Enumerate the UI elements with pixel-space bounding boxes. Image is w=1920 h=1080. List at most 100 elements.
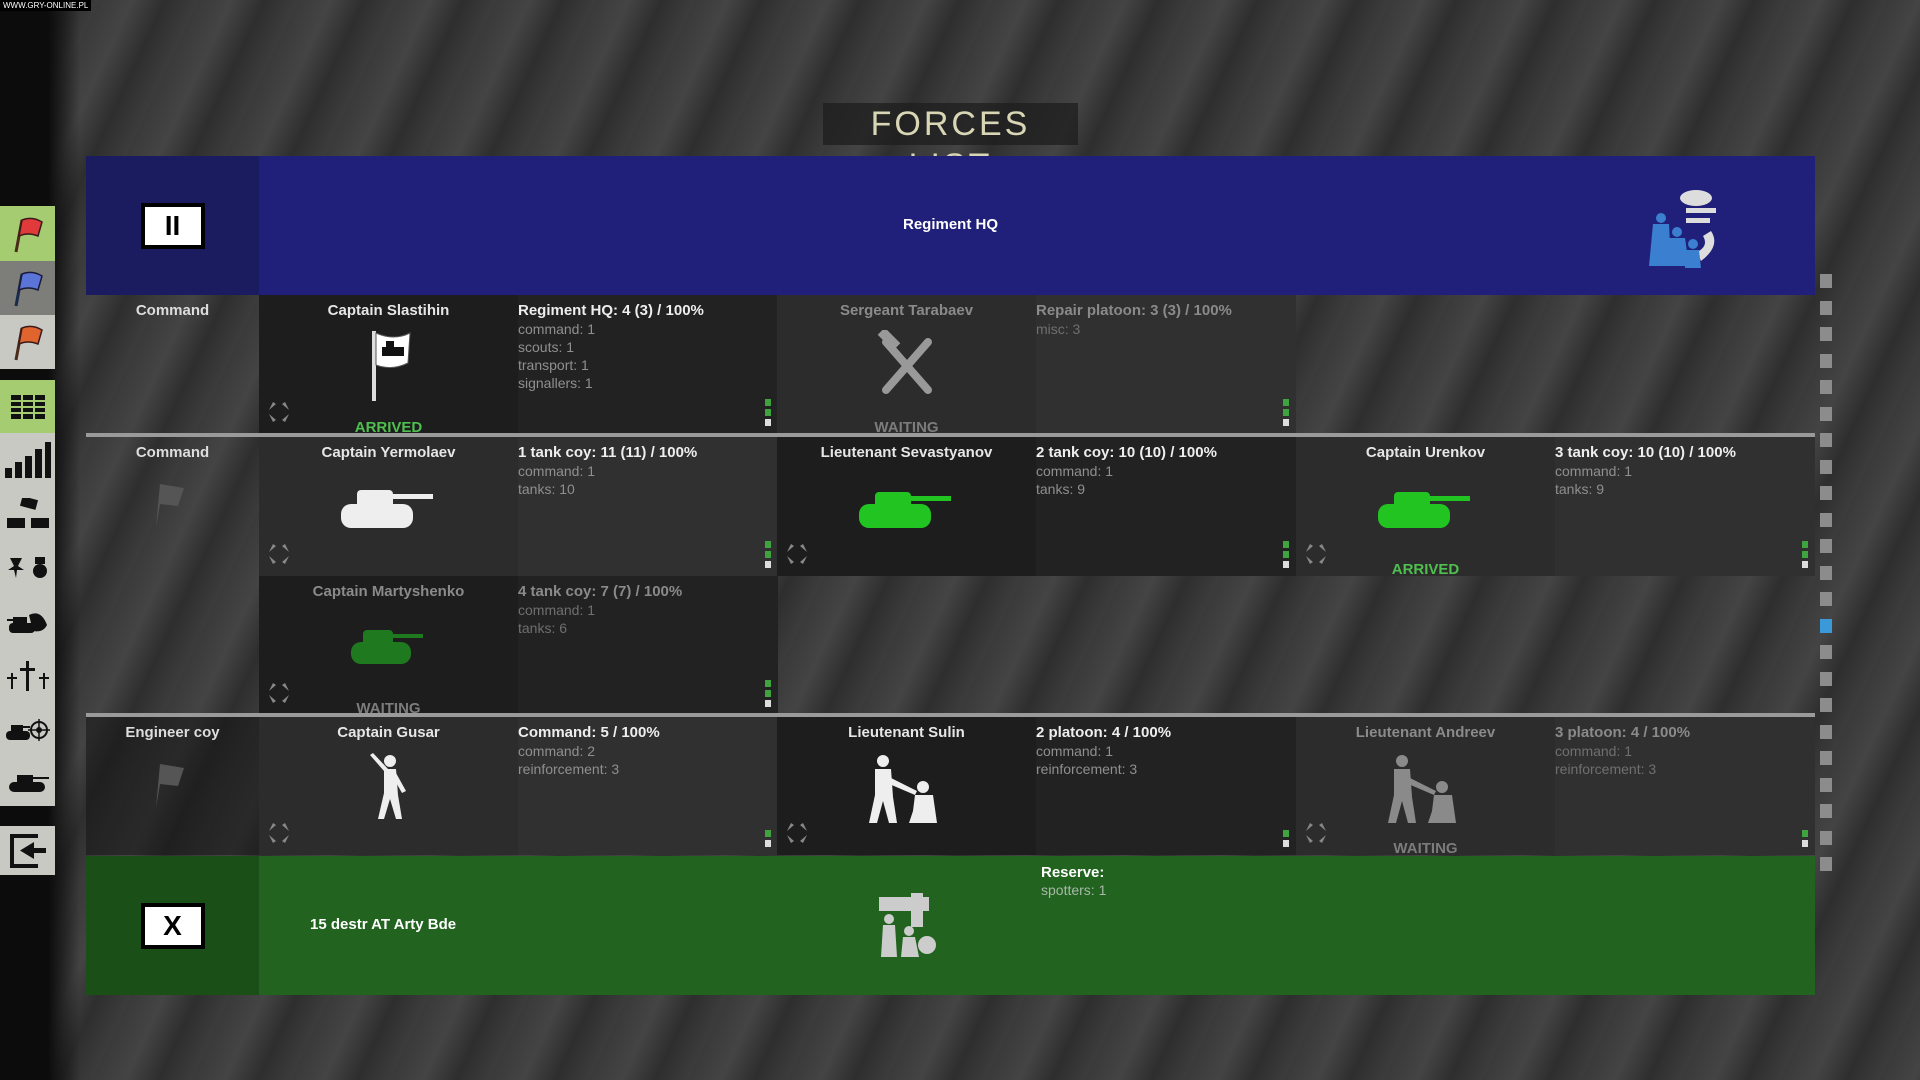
unit-detail: command: 1: [1036, 463, 1114, 479]
row-label-command: Command: [135, 444, 210, 461]
scrollbar-step[interactable]: [1820, 300, 1832, 315]
unit-slot-urenkov[interactable]: Captain Urenkov 3 tank coy: 10 (10) / 10…: [1296, 437, 1815, 578]
row-label-engineer-coy: Engineer coy: [125, 724, 220, 741]
exit-button[interactable]: [0, 826, 55, 875]
scrollbar-step[interactable]: [1820, 645, 1832, 659]
unit-detail: command: 1: [1555, 463, 1633, 479]
sidebar-losses-button[interactable]: [0, 595, 55, 649]
unit-slot-sulin[interactable]: Lieutenant Sulin 2 platoon: 4 / 100% com…: [777, 717, 1296, 855]
scrollbar-step[interactable]: [1820, 406, 1832, 421]
unit-commander: Lieutenant Sevastyanov: [820, 444, 993, 461]
scrollbar-step[interactable]: [1820, 565, 1832, 580]
tank-target-icon: [5, 719, 50, 741]
tank-icon: [8, 774, 49, 792]
scrollbar-step[interactable]: [1820, 592, 1832, 606]
grey-flag-icon: [156, 484, 184, 528]
destroyed-tank-icon: [6, 613, 47, 633]
scrollbar-step[interactable]: [1820, 724, 1832, 739]
watermark: WWW.GRY-ONLINE.PL: [0, 0, 92, 11]
remove-button[interactable]: X: [140, 902, 205, 949]
unit-detail: tanks: 6: [518, 620, 568, 636]
unit-slot-andreev[interactable]: Lieutenant Andreev 3 platoon: 4 / 100% c…: [1296, 717, 1815, 857]
unit-slot-sevastyanov[interactable]: Lieutenant Sevastyanov 2 tank coy: 10 (1…: [777, 437, 1296, 576]
sidebar-red-flag-button[interactable]: [0, 206, 55, 261]
regiment-hq-header[interactable]: II Regiment HQ: [86, 156, 1815, 295]
sidebar-list-button[interactable]: [0, 380, 55, 433]
sidebar-medals-button[interactable]: [0, 541, 55, 595]
scrollbar-step[interactable]: [1820, 804, 1832, 818]
scrollbar[interactable]: [1820, 274, 1834, 884]
scrollbar-step[interactable]: [1820, 512, 1832, 527]
scrollbar-step[interactable]: [1820, 777, 1832, 792]
reserve-row[interactable]: X 15 destr AT Arty Bde Reserve: spotters…: [86, 856, 1815, 995]
status-badge: ARRIVED: [1391, 561, 1460, 578]
unit-detail: tanks: 9: [1036, 481, 1086, 497]
unit-detail: command: 1: [1555, 743, 1633, 759]
sidebar-vehicles-button[interactable]: [0, 757, 55, 806]
unit-slot-gusar[interactable]: Captain Gusar Command: 5 / 100% command:…: [259, 717, 778, 855]
unit-commander: Lieutenant Sulin: [848, 724, 965, 741]
scrollbar-step[interactable]: [1820, 459, 1832, 474]
unit-detail: tanks: 10: [518, 481, 575, 497]
row-divider: [86, 713, 1815, 717]
scrollbar-step[interactable]: [1820, 857, 1832, 871]
dark-green-tank-icon: [339, 606, 439, 686]
status-badge: WAITING: [874, 419, 939, 436]
graves-icon: [6, 661, 49, 691]
move-handle-icon[interactable]: [267, 400, 291, 424]
unit-slot-tarabaev[interactable]: Sergeant Tarabaev Repair platoon: 3 (3) …: [777, 295, 1296, 436]
move-handle-icon[interactable]: [1304, 542, 1328, 566]
sidebar-stats-button[interactable]: [0, 433, 55, 487]
unit-commander: Sergeant Tarabaev: [839, 302, 974, 319]
infantry-icon: [857, 747, 957, 827]
move-handle-icon[interactable]: [267, 681, 291, 705]
strength-indicator: [1283, 541, 1289, 568]
move-handle-icon[interactable]: [267, 821, 291, 845]
scrollbar-step[interactable]: [1820, 353, 1832, 368]
row-label-command: Command: [135, 302, 210, 319]
scrollbar-step[interactable]: [1820, 539, 1832, 553]
move-handle-icon[interactable]: [785, 542, 809, 566]
sidebar-casualties-button[interactable]: [0, 649, 55, 703]
reserve-left-cell: X: [86, 856, 259, 995]
scrollbar-step[interactable]: [1820, 327, 1832, 341]
unit-commander: Captain Martyshenko: [312, 583, 465, 600]
unit-commander: Captain Yermolaev: [321, 444, 456, 461]
status-badge: WAITING: [356, 700, 421, 717]
pause-button[interactable]: II: [140, 202, 205, 249]
unit-slot-slastihin[interactable]: Captain Slastihin Regiment HQ: 4 (3) / 1…: [259, 295, 778, 436]
hq-flag-icon: [339, 325, 439, 405]
scrollbar-step[interactable]: [1820, 486, 1832, 500]
unit-heading: 3 tank coy: 10 (10) / 100%: [1555, 444, 1736, 461]
unit-slot-martyshenko[interactable]: Captain Martyshenko 4 tank coy: 7 (7) / …: [259, 576, 778, 717]
scrollbar-step[interactable]: [1820, 433, 1832, 447]
sidebar-blue-flag-button[interactable]: [0, 261, 55, 315]
bricks-icon: [6, 498, 49, 528]
scrollbar-step[interactable]: [1820, 380, 1832, 394]
officer-icon: [339, 747, 439, 827]
scrollbar-step[interactable]: [1820, 274, 1832, 288]
sidebar-orange-flag-button[interactable]: [0, 315, 55, 369]
row-label-cell: [86, 717, 259, 855]
scrollbar-step[interactable]: [1820, 671, 1832, 686]
scrollbar-step[interactable]: [1820, 698, 1832, 712]
unit-heading: 4 tank coy: 7 (7) / 100%: [518, 583, 683, 600]
move-handle-icon[interactable]: [785, 821, 809, 845]
move-handle-icon[interactable]: [1304, 821, 1328, 845]
bar-chart-icon: [4, 442, 51, 478]
scrollbar-step[interactable]: [1820, 830, 1832, 845]
green-tank-icon: [857, 467, 957, 547]
unit-heading: Command: 5 / 100%: [518, 724, 660, 741]
unit-heading: 1 tank coy: 11 (11) / 100%: [518, 444, 698, 461]
sidebar-kills-button[interactable]: [0, 703, 55, 757]
infantry-support-icon: [1649, 190, 1716, 268]
page-title: FORCES LIST: [823, 103, 1078, 185]
scrollbar-thumb[interactable]: [1820, 618, 1832, 633]
unit-slot-yermolaev[interactable]: Captain Yermolaev 1 tank coy: 11 (11) / …: [259, 437, 778, 576]
sidebar-supplies-button[interactable]: [0, 487, 55, 541]
scrollbar-step[interactable]: [1820, 751, 1832, 765]
unit-detail: command: 2: [518, 743, 596, 759]
move-handle-icon[interactable]: [267, 542, 291, 566]
unit-commander: Captain Slastihin: [327, 302, 450, 319]
strength-indicator: [1802, 830, 1808, 847]
